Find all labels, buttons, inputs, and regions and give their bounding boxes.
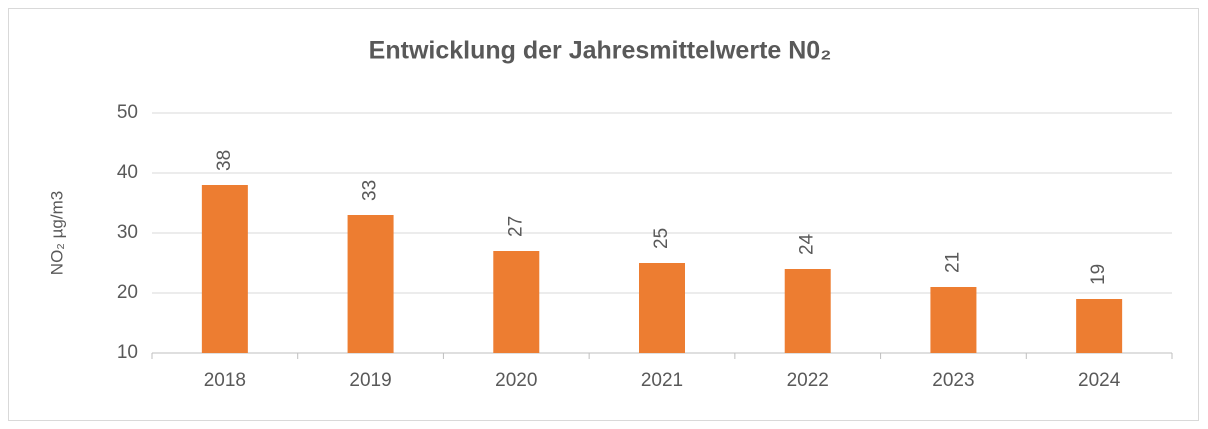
data-label: 25 <box>651 228 672 249</box>
y-tick-label: 20 <box>117 282 138 303</box>
bar <box>1076 299 1123 353</box>
y-tick-label: 10 <box>117 342 138 363</box>
x-tick-label: 2018 <box>204 370 246 391</box>
y-tick-label: 40 <box>117 162 138 183</box>
bar <box>201 185 248 353</box>
x-tick-label: 2023 <box>932 370 974 391</box>
bar <box>784 269 831 353</box>
x-tick-label: 2020 <box>495 370 537 391</box>
x-tick-label: 2021 <box>641 370 683 391</box>
data-label: 19 <box>1088 264 1109 285</box>
data-label: 38 <box>214 150 235 171</box>
y-axis-label: NO₂ µg/m3 <box>47 191 66 275</box>
x-tick-label: 2024 <box>1078 370 1121 391</box>
y-tick-label: 50 <box>117 102 138 123</box>
bar <box>930 287 977 353</box>
data-label: 21 <box>942 252 963 273</box>
bar <box>347 215 394 353</box>
chart-title: Entwicklung der Jahresmittelwerte N0₂ <box>369 37 832 65</box>
data-label: 27 <box>505 216 526 237</box>
data-label: 33 <box>360 180 381 201</box>
chart-border <box>8 8 1199 421</box>
bar <box>639 263 685 353</box>
bar <box>493 251 540 353</box>
data-label: 24 <box>797 233 818 255</box>
x-tick-label: 2022 <box>787 370 829 391</box>
y-tick-label: 30 <box>117 222 138 243</box>
x-tick-label: 2019 <box>349 370 391 391</box>
